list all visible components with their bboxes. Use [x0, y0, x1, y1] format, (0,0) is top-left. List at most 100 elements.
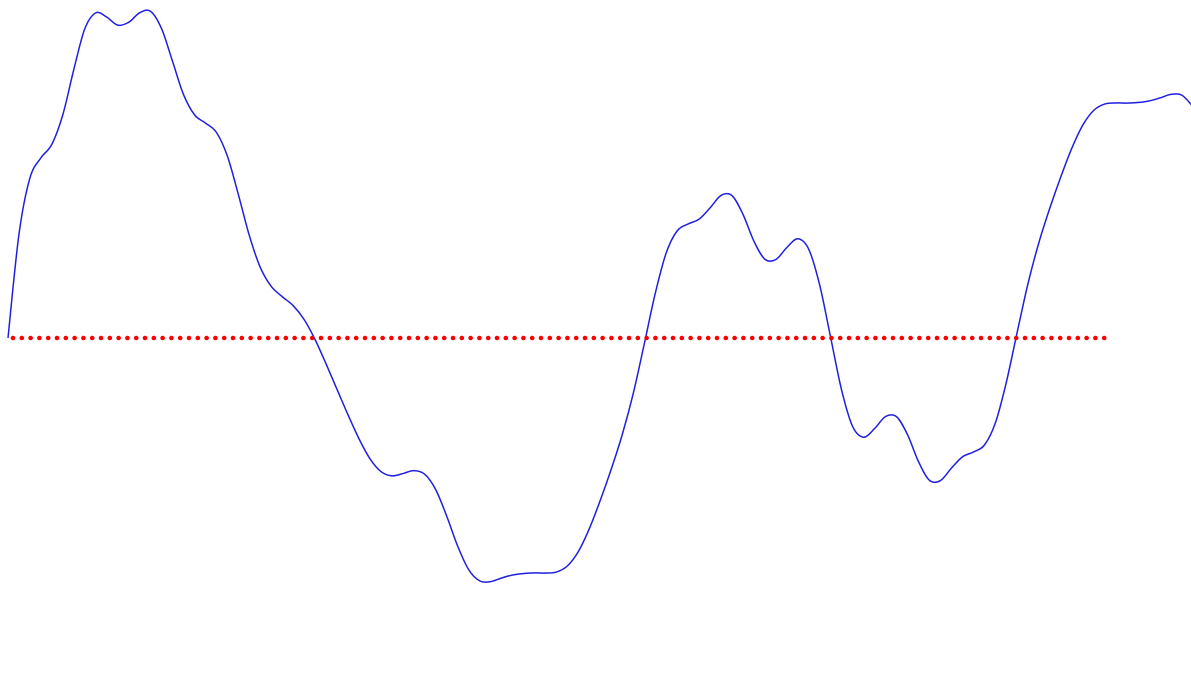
reference-dot: [292, 335, 297, 341]
reference-dot: [961, 335, 966, 341]
reference-dot: [81, 335, 86, 341]
reference-dot: [309, 335, 315, 341]
reference-dot: [142, 335, 148, 341]
reference-dot: [19, 335, 25, 341]
reference-dot: [714, 335, 720, 341]
reference-dot: [1057, 335, 1063, 341]
reference-dot: [1093, 335, 1098, 341]
reference-dot: [125, 335, 130, 341]
reference-dot: [538, 335, 544, 341]
reference-dot: [934, 335, 940, 341]
reference-dot: [609, 335, 614, 341]
reference-dot: [257, 335, 262, 341]
reference-dot: [160, 335, 165, 341]
reference-dot: [820, 335, 825, 341]
reference-dot: [565, 335, 570, 341]
reference-dot: [855, 335, 861, 341]
reference-dot: [908, 335, 913, 341]
reference-dot: [741, 335, 746, 341]
reference-dot: [591, 335, 597, 341]
reference-dot: [345, 335, 350, 341]
reference-dot: [415, 335, 421, 341]
reference-dot: [1075, 335, 1081, 341]
reference-dot: [1084, 335, 1089, 341]
reference-dot: [811, 335, 817, 341]
reference-dot: [406, 335, 412, 341]
reference-dot: [433, 335, 438, 341]
reference-dot: [521, 335, 526, 341]
reference-dot: [1013, 335, 1019, 341]
reference-dot: [802, 335, 808, 341]
reference-dot: [371, 335, 377, 341]
reference-dot: [626, 335, 632, 341]
reference-dot: [1066, 335, 1072, 341]
reference-dot: [1022, 335, 1028, 341]
reference-dot: [98, 335, 104, 341]
reference-dot: [450, 335, 456, 341]
reference-dot: [1049, 335, 1054, 341]
reference-dot: [230, 335, 236, 341]
reference-dot: [837, 335, 843, 341]
reference-dot: [512, 335, 517, 341]
reference-dot: [723, 335, 729, 341]
reference-dot: [943, 335, 949, 341]
reference-dot: [265, 335, 271, 341]
reference-dot: [177, 335, 183, 341]
reference-dot: [917, 335, 922, 341]
reference-dot: [1101, 335, 1107, 341]
reference-dot: [635, 335, 641, 341]
reference-dot: [10, 335, 16, 341]
reference-dot: [679, 335, 685, 341]
reference-dot: [600, 335, 605, 341]
reference-dot: [239, 335, 245, 341]
reference-dot: [353, 335, 359, 341]
reference-dot: [881, 335, 887, 341]
reference-dot: [793, 335, 799, 341]
reference-dot: [424, 335, 429, 341]
reference-dot: [670, 335, 676, 341]
reference-dot: [468, 335, 473, 341]
reference-dot: [283, 335, 289, 341]
reference-dot: [248, 335, 253, 341]
reference-dot: [477, 335, 482, 341]
reference-dot: [767, 335, 773, 341]
reference-dot: [661, 335, 667, 341]
reference-dot: [503, 335, 509, 341]
reference-dot: [969, 335, 975, 341]
reference-dot: [846, 335, 852, 341]
reference-dot: [72, 335, 77, 341]
reference-dot: [362, 335, 368, 341]
reference-dot: [776, 335, 781, 341]
reference-dot: [221, 335, 227, 341]
reference-dot: [697, 335, 702, 341]
reference-dot: [1005, 335, 1010, 341]
reference-dot: [327, 335, 333, 341]
reference-dot: [204, 335, 209, 341]
reference-dot: [89, 335, 95, 341]
reference-dot: [213, 335, 218, 341]
reference-dot: [890, 335, 896, 341]
reference-dot: [829, 335, 834, 341]
reference-dot: [732, 335, 737, 341]
reference-dot: [547, 335, 553, 341]
reference-dot: [899, 335, 905, 341]
reference-dot: [1031, 335, 1037, 341]
reference-dot: [63, 335, 69, 341]
reference-dot: [785, 335, 790, 341]
reference-dot: [582, 335, 588, 341]
reference-dot: [107, 335, 113, 341]
waveform-line: [7, 9, 1191, 583]
reference-dot: [318, 335, 324, 341]
reference-dot: [494, 335, 500, 341]
reference-dot: [397, 335, 403, 341]
reference-dot: [758, 335, 764, 341]
zero-reference-line: [10, 335, 1107, 341]
reference-dot: [1040, 335, 1045, 341]
reference-dot: [556, 335, 561, 341]
reference-dot: [37, 335, 42, 341]
reference-dot: [151, 335, 157, 341]
reference-dot: [925, 335, 931, 341]
reference-dot: [978, 335, 984, 341]
